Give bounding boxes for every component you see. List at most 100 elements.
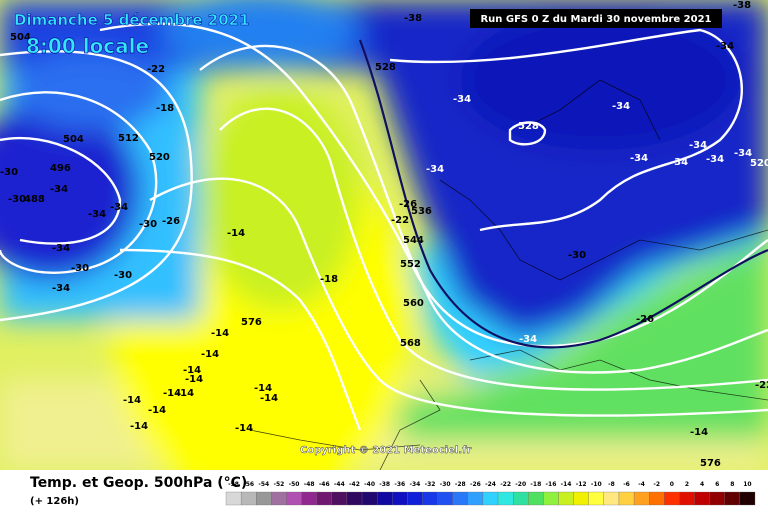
map-label: -14 bbox=[163, 388, 181, 399]
legend-value: -22 bbox=[500, 481, 511, 488]
legend-swatch bbox=[301, 491, 317, 506]
map-label: -34 bbox=[670, 157, 688, 168]
legend-swatch bbox=[513, 491, 529, 506]
legend-value: -52 bbox=[273, 481, 284, 488]
map-label: -34 bbox=[426, 164, 444, 175]
map-label: 504 bbox=[63, 134, 84, 145]
map-label: -34 bbox=[716, 41, 734, 52]
legend-swatch bbox=[694, 491, 710, 506]
map-label: -14 bbox=[254, 383, 272, 394]
map-label: -26 bbox=[399, 199, 417, 210]
legend-swatch bbox=[361, 491, 378, 506]
forecast-date: Dimanche 5 décembre 2021 bbox=[14, 11, 250, 29]
legend-swatch bbox=[331, 491, 348, 506]
legend-value: -12 bbox=[576, 481, 587, 488]
map-label: -22 bbox=[147, 64, 165, 75]
legend-swatch bbox=[422, 491, 438, 506]
map-label: -30 bbox=[8, 194, 26, 205]
legend-value: 8 bbox=[730, 481, 734, 488]
map-label: 528 bbox=[375, 62, 396, 73]
legend-value: -54 bbox=[258, 481, 269, 488]
lead-time: (+ 126h) bbox=[30, 496, 79, 507]
map-label: -22 bbox=[755, 380, 768, 391]
legend-swatch bbox=[482, 491, 499, 506]
map-label: 520 bbox=[149, 152, 170, 163]
map-label: -30 bbox=[71, 263, 89, 274]
map-label: -14 bbox=[123, 395, 141, 406]
map-label: -34 bbox=[612, 101, 630, 112]
legend-value: -32 bbox=[425, 481, 436, 488]
map-label: -14 bbox=[183, 365, 201, 376]
map-label: 576 bbox=[241, 317, 262, 328]
map-label: 560 bbox=[403, 298, 424, 309]
legend-value: 10 bbox=[743, 481, 751, 488]
map-label: -38 bbox=[733, 0, 751, 11]
map-label: 512 bbox=[118, 133, 139, 144]
legend-value: -10 bbox=[591, 481, 602, 488]
map-label: -14 bbox=[130, 421, 148, 432]
map-label: -14 bbox=[235, 423, 253, 434]
geopotential-contours bbox=[0, 22, 768, 431]
map-label: 528 bbox=[518, 121, 539, 132]
legend-title: Temp. et Geop. 500hPa (°C) bbox=[30, 475, 247, 491]
map-label: 568 bbox=[400, 338, 421, 349]
map-label: 552 bbox=[400, 259, 421, 270]
map-label: 576 bbox=[700, 458, 721, 469]
legend-value: 2 bbox=[685, 481, 689, 488]
legend-value: -38 bbox=[379, 481, 390, 488]
legend-swatch bbox=[437, 491, 453, 506]
map-label: -14 bbox=[227, 228, 245, 239]
legend-value: -18 bbox=[530, 481, 541, 488]
map-label: -34 bbox=[88, 209, 106, 220]
map-label: -26 bbox=[162, 216, 180, 227]
legend-swatch bbox=[618, 491, 635, 506]
coastlines bbox=[249, 79, 768, 471]
map-label: -34 bbox=[50, 184, 68, 195]
map-label: -30 bbox=[0, 167, 18, 178]
map-label: -18 bbox=[156, 103, 174, 114]
legend-swatch bbox=[497, 491, 514, 506]
map-label: -14 bbox=[201, 349, 219, 360]
map-label: 536 bbox=[411, 206, 432, 217]
map-label: -34 bbox=[453, 94, 471, 105]
map-label: -34 bbox=[52, 283, 70, 294]
legend-value: 6 bbox=[715, 481, 719, 488]
legend-swatch bbox=[392, 491, 408, 506]
map-label: -14 bbox=[211, 328, 229, 339]
legend-value: -20 bbox=[515, 481, 526, 488]
legend-swatch bbox=[709, 491, 725, 506]
legend-swatch bbox=[256, 491, 272, 506]
legend-swatch bbox=[739, 491, 756, 506]
legend-swatch bbox=[603, 491, 620, 506]
legend-value: -4 bbox=[638, 481, 645, 488]
legend-value: -34 bbox=[410, 481, 421, 488]
legend-swatch bbox=[558, 491, 574, 506]
legend-value: 4 bbox=[700, 481, 704, 488]
legend-swatch bbox=[346, 491, 363, 506]
map-label: -30 bbox=[568, 250, 586, 261]
map-label: -34 bbox=[519, 334, 537, 345]
legend-swatch bbox=[588, 491, 605, 506]
legend-value: -8 bbox=[608, 481, 615, 488]
legend-value: -50 bbox=[289, 481, 300, 488]
map-label: -30 bbox=[139, 219, 157, 230]
color-scale: -58 -56 -54 -52 -50 -48 -46 -44 -42 -40 -38 -36 -34-… bbox=[225, 481, 756, 506]
map-label: 496 bbox=[50, 163, 71, 174]
legend-swatch bbox=[271, 491, 287, 506]
map-label: 488 bbox=[24, 194, 45, 205]
map-label: -34 bbox=[734, 148, 752, 159]
map-label: 504 bbox=[10, 32, 31, 43]
legend-value: -16 bbox=[546, 481, 557, 488]
legend-swatch bbox=[316, 491, 332, 506]
map-label: -34 bbox=[110, 202, 128, 213]
map-label: -22 bbox=[391, 215, 409, 226]
map-label: -34 bbox=[630, 153, 648, 164]
legend-value: -26 bbox=[470, 481, 481, 488]
legend-value: -24 bbox=[485, 481, 496, 488]
reference-contour bbox=[358, 39, 768, 349]
legend-swatch bbox=[664, 491, 680, 506]
map-label: 520 bbox=[750, 158, 768, 169]
legend-value: -14 bbox=[561, 481, 572, 488]
